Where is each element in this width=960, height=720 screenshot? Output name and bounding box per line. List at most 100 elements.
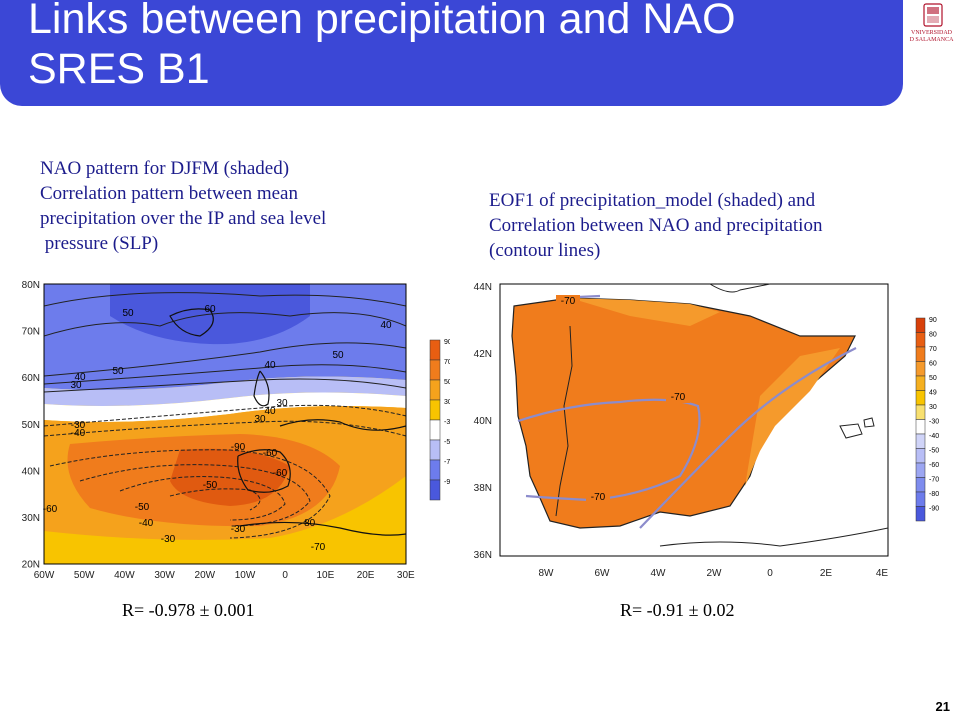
left-lat-ticks: 80N 70N 60N 50N 40N 30N 20N <box>22 280 40 571</box>
lon-tick-label: 40W <box>114 570 135 581</box>
colorbar-label: -60 <box>929 462 939 469</box>
colorbar-label: -50 <box>444 439 450 446</box>
colorbar-swatch <box>429 459 441 481</box>
contour-label: -60 <box>263 448 278 459</box>
colorbar-swatch <box>429 419 441 441</box>
contour-label-bg <box>556 295 580 307</box>
lon-tick-label: 4W <box>651 568 667 579</box>
colorbar-label: -40 <box>929 433 939 440</box>
lat-tick-label: 60N <box>22 373 40 384</box>
colorbar-label: 70 <box>929 346 937 353</box>
lon-tick-label: 10W <box>235 570 256 581</box>
contour-label: 50 <box>332 350 344 361</box>
contour-label: 50 <box>122 308 134 319</box>
colorbar-swatch <box>915 433 926 449</box>
slide-title: Links between precipitation and NAO SRES… <box>28 0 736 94</box>
lon-tick-label: 20E <box>357 570 375 581</box>
title-bar: Links between precipitation and NAO SRES… <box>0 0 903 106</box>
contour-label: -70 <box>671 392 686 403</box>
logo-line-1: VNIVERSIDAD <box>911 30 952 36</box>
contour-label: -60 <box>43 504 58 515</box>
colorbar-swatch <box>915 390 926 406</box>
lat-tick-label: 80N <box>22 280 40 291</box>
colorbar-label: -70 <box>929 477 939 484</box>
lon-tick-label: 50W <box>74 570 95 581</box>
colorbar-label: 30 <box>444 399 450 406</box>
colorbar-swatch <box>429 379 441 401</box>
contour-label: 40 <box>380 320 392 331</box>
right-lon-ticks: 8W 6W 4W 2W 0 2E 4E <box>539 568 889 579</box>
contour-label: -70 <box>591 492 606 503</box>
right-r-value: R= -0.91 ± 0.02 <box>620 600 735 620</box>
right-caption-line: (contour lines) <box>489 240 601 261</box>
colorbar-swatch <box>915 419 926 435</box>
colorbar-label: 49 <box>929 390 937 397</box>
lat-tick-label: 44N <box>474 282 492 293</box>
lat-tick-label: 70N <box>22 327 40 338</box>
contour-label: -30 <box>231 524 246 535</box>
title-line-1: Links between precipitation and NAO <box>28 0 736 43</box>
lon-tick-label: 4E <box>876 568 889 579</box>
contour-label: -30 <box>161 534 176 545</box>
title-line-2: SRES B1 <box>28 45 210 93</box>
colorbar-label: -30 <box>444 419 450 426</box>
contour-label: -80 <box>301 518 316 529</box>
colorbar-swatch <box>915 477 926 493</box>
colorbar-swatch <box>429 399 441 421</box>
colorbar-label: -30 <box>929 419 939 426</box>
colorbar-swatch <box>915 491 926 507</box>
lat-tick-label: 42N <box>474 349 492 360</box>
contour-label: 40 <box>74 372 86 383</box>
lat-tick-label: 40N <box>474 416 492 427</box>
contour-label: 40 <box>264 360 276 371</box>
contour-label: 30 <box>254 414 266 425</box>
lon-tick-label: 30E <box>397 570 415 581</box>
lon-tick-label: 60W <box>34 570 55 581</box>
colorbar-swatch <box>429 439 441 461</box>
colorbar-label: 90 <box>929 317 937 324</box>
lon-tick-label: 30W <box>154 570 175 581</box>
colorbar-swatch <box>915 317 926 333</box>
lon-tick-label: 20W <box>195 570 216 581</box>
contour-label: -50 <box>203 480 218 491</box>
right-contour-labels: -70 -70 -70 <box>556 295 690 503</box>
left-caption-line: precipitation over the IP and sea level <box>40 208 327 229</box>
colorbar-swatch <box>915 346 926 362</box>
colorbar-label: 30 <box>929 404 937 411</box>
nao-slp-map: 80N 70N 60N 50N 40N 30N 20N 60W 50W 40W 30W 20W 10W… <box>22 280 450 581</box>
contour-label: 30 <box>70 380 82 391</box>
colorbar-swatch <box>429 339 441 361</box>
university-name: VNIVERSIDAD D SALAMANCA <box>903 30 960 44</box>
lon-tick-label: 6W <box>595 568 611 579</box>
university-seal-icon <box>923 3 943 27</box>
colorbar-label: -50 <box>929 448 939 455</box>
colorbar-label: -90 <box>444 479 450 486</box>
colorbar-label: 80 <box>929 332 937 339</box>
lat-tick-label: 50N <box>22 420 40 431</box>
contour-label: 50 <box>112 366 124 377</box>
colorbar-label: -90 <box>929 506 939 513</box>
lat-tick-label: 36N <box>474 550 492 561</box>
left-caption-line: pressure (SLP) <box>40 233 159 254</box>
colorbar-label: 50 <box>929 375 937 382</box>
colorbar-swatch <box>915 361 926 377</box>
colorbar-swatch <box>915 506 926 522</box>
contour-label: -90 <box>231 442 246 453</box>
lon-tick-label: 8W <box>539 568 555 579</box>
lat-tick-label: 20N <box>22 560 40 571</box>
lon-tick-label: 2E <box>820 568 833 579</box>
left-contour-labels: 50 60405040504030304030-30-40-30-60-90-60… <box>43 304 392 553</box>
colorbar-swatch <box>915 375 926 391</box>
right-caption: EOF1 of precipitation_model (shaded) and… <box>489 188 822 263</box>
colorbar-label: 90 <box>444 339 450 346</box>
left-lon-ticks: 60W 50W 40W 30W 20W 10W 0 10E 20E 30E <box>34 570 415 581</box>
colorbar-swatch <box>915 448 926 464</box>
colorbar-swatch <box>915 404 926 420</box>
slide-number: 21 <box>935 699 950 714</box>
contour-label: 60 <box>204 304 216 315</box>
right-lat-ticks: 44N 42N 40N 38N 36N <box>474 282 492 561</box>
contour-label: -60 <box>273 468 288 479</box>
contour-label: -30 <box>71 420 86 431</box>
contour-label: -70 <box>311 542 326 553</box>
contour-label: -40 <box>71 428 86 439</box>
